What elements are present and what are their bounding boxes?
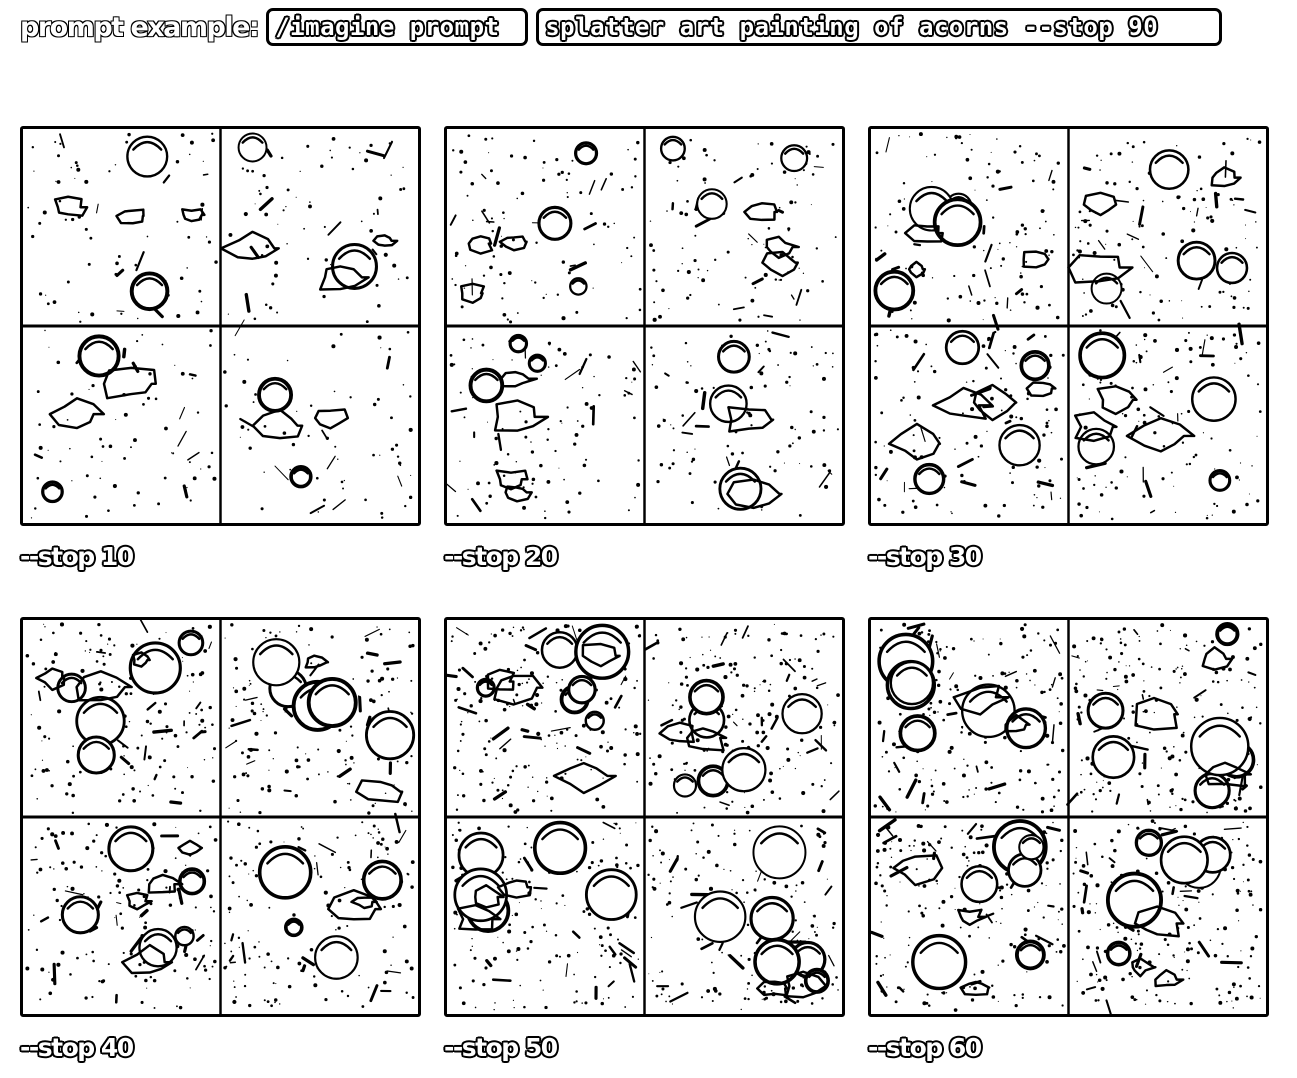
imagine-command-box: /imagine prompt xyxy=(266,8,529,46)
image-grid-drawing xyxy=(23,620,418,1014)
image-grid-stop-30 xyxy=(868,126,1269,526)
caption-stop-20: --stop 20 xyxy=(444,542,558,571)
image-grid-drawing xyxy=(447,620,842,1014)
caption-stop-30: --stop 30 xyxy=(868,542,982,571)
image-grid-drawing xyxy=(871,620,1266,1014)
image-grid-drawing xyxy=(447,129,842,523)
caption-stop-60: --stop 60 xyxy=(868,1033,982,1062)
prompt-example-label: prompt example: xyxy=(19,11,260,44)
image-grid-stop-50 xyxy=(444,617,845,1017)
image-grid-drawing xyxy=(871,129,1266,523)
prompt-example-header: prompt example: /imagine prompt splatter… xyxy=(19,4,1223,50)
image-grid-stop-20 xyxy=(444,126,845,526)
image-grid-drawing xyxy=(23,129,418,523)
prompt-text-box: splatter art painting of acorns --stop 9… xyxy=(536,8,1223,46)
image-grid-stop-10 xyxy=(20,126,421,526)
caption-stop-50: --stop 50 xyxy=(444,1033,558,1062)
image-grid-stop-40 xyxy=(20,617,421,1017)
image-grid-stop-60 xyxy=(868,617,1269,1017)
caption-stop-40: --stop 40 xyxy=(20,1033,134,1062)
caption-stop-10: --stop 10 xyxy=(20,542,134,571)
